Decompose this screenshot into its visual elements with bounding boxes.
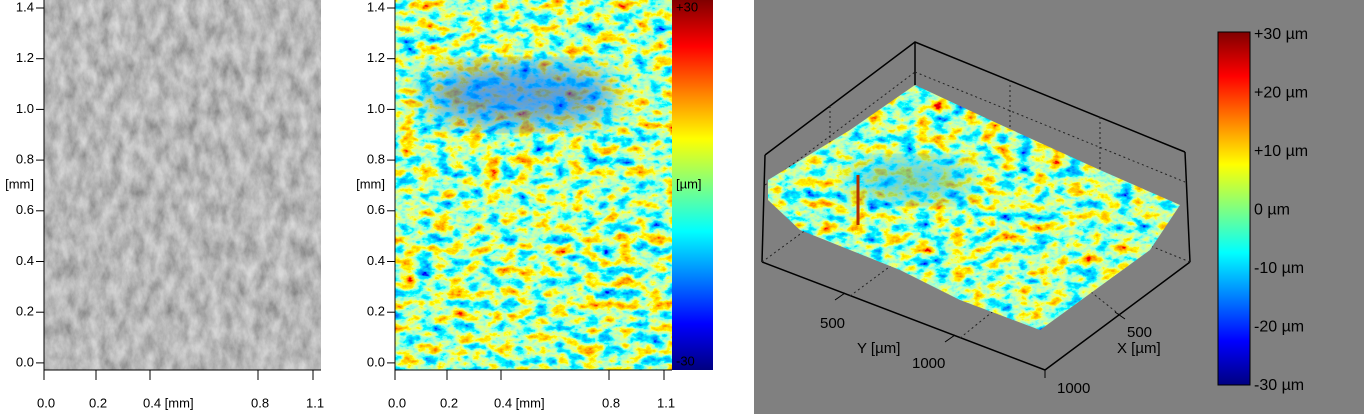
y-tick-label: 1.2 (16, 50, 34, 65)
y-tick-label: 0.6 (16, 202, 34, 217)
colorbar-label: 0 µm (1254, 202, 1290, 219)
colorbar (672, 0, 713, 370)
y-tick-label: 1.4 (367, 0, 385, 14)
colorbar-label: -30 µm (1254, 377, 1304, 394)
y-tick-label: 1.2 (367, 50, 385, 65)
colorbar-label: +10 µm (1254, 143, 1308, 160)
colorbar-label: +30 µm (1254, 26, 1308, 43)
colorbar-label: +20 µm (1254, 85, 1308, 102)
colorbar-label: [µm] (676, 176, 702, 191)
x-tick-label: 0.0 (388, 395, 406, 410)
y-tick-label: 0.2 (16, 304, 34, 319)
x-tick-label: 0.0 (37, 395, 55, 410)
tick (834, 292, 846, 301)
labels: 1.4 1.2 1.0 0.8 0.6 0.4 0.2 0.0 [mm] 0.0 0.2 0.4 [m… (5, 0, 1308, 410)
grid-line (764, 71, 916, 186)
colorbar-label: -20 µm (1254, 319, 1304, 336)
y-tick-label: 0.8 (367, 152, 385, 167)
y-axis-label: Y [µm] (857, 340, 900, 357)
grid-line (914, 71, 1186, 183)
tick (1114, 311, 1126, 320)
y-tick-label: 0.6 (367, 202, 385, 217)
y-tick-label: 1.4 (16, 0, 34, 14)
frame-edge (1184, 151, 1191, 263)
y-tick-label: 0.2 (367, 304, 385, 319)
x-tick-label: 0.2 (440, 395, 458, 410)
y-tick-label: 0.4 (16, 253, 34, 268)
x-axis-label: X [µm] (1117, 340, 1161, 357)
tick (944, 334, 956, 343)
y-unit: [mm] (356, 176, 385, 191)
colorbar (1217, 31, 1251, 386)
axis-ticks-3d (834, 292, 1126, 378)
grid-line (761, 149, 916, 263)
x-tick-label: 0.8 (251, 395, 269, 410)
y-tick-label: 1.0 (16, 101, 34, 116)
y-tick-label: 0.8 (16, 152, 34, 167)
x-tick-label: 1.1 (657, 395, 675, 410)
y-tick-label: 500 (820, 315, 845, 332)
y-tick-label: 0.0 (367, 354, 385, 369)
depression (850, 158, 970, 202)
x-tick-label: 0.4 [mm] (143, 395, 194, 410)
colorbar-label: -10 µm (1254, 260, 1304, 277)
y-tick-label: 1.0 (367, 101, 385, 116)
y-unit: [mm] (5, 176, 34, 191)
depression (425, 63, 615, 127)
x-tick-label: 1000 (1057, 380, 1090, 397)
colorbar-label: +30 (676, 0, 698, 14)
y-tick-label: 0.4 (367, 253, 385, 268)
y-tick-label: 1000 (912, 355, 945, 372)
y-tick-label: 0.0 (16, 354, 34, 369)
x-tick-label: 1.1 (306, 395, 324, 410)
x-tick-label: 0.8 (602, 395, 620, 410)
frame-edge (761, 154, 766, 263)
height-map (395, 0, 672, 370)
x-tick-label: 0.2 (89, 395, 107, 410)
x-tick-label: 500 (1127, 324, 1152, 341)
x-tick-label: 0.4 [mm] (494, 395, 545, 410)
colorbar-label: -30 (676, 353, 695, 368)
micrograph (44, 0, 321, 370)
